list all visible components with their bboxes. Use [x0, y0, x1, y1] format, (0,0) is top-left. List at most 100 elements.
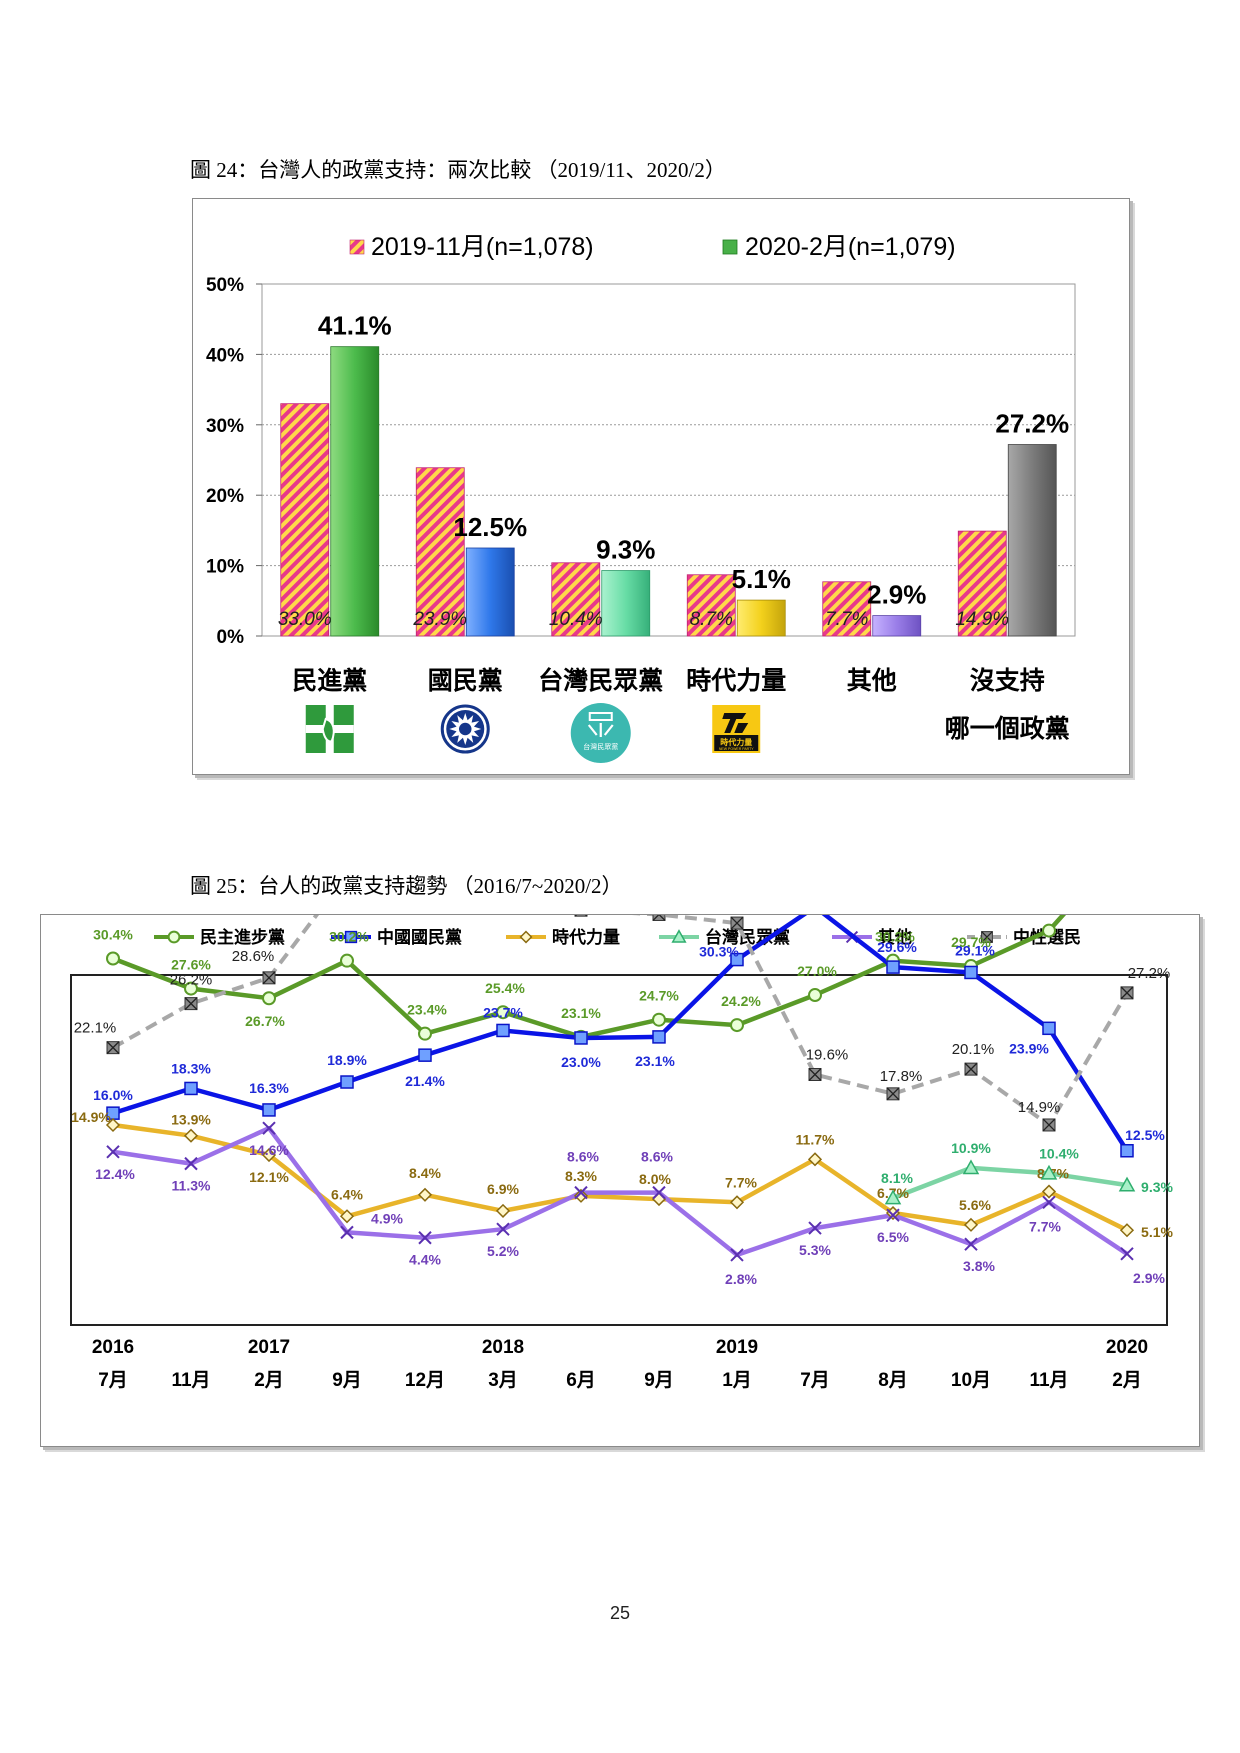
point-label: 8.4% — [409, 1165, 441, 1181]
marker-circle — [730, 1018, 744, 1033]
category-label: 國民黨 — [428, 667, 503, 695]
marker-circle — [652, 1012, 666, 1027]
point-label: 2.8% — [725, 1271, 757, 1287]
marker-triangle — [1118, 1176, 1136, 1192]
bar-value-label-2020-2: 5.1% — [732, 564, 791, 594]
x-month-label: 9月 — [332, 1370, 362, 1391]
point-label: 29.1% — [955, 942, 995, 958]
marker-circle — [808, 988, 822, 1003]
legend-label: 民主進步黨 — [200, 927, 285, 947]
point-label: 10.4% — [1039, 1145, 1079, 1161]
bar-2019-11 — [415, 467, 465, 637]
marker-triangle — [671, 929, 687, 943]
category-sublabel: 哪一個政黨 — [945, 714, 1070, 743]
point-label: 9.3% — [1141, 1179, 1173, 1195]
point-label: 8.1% — [881, 1170, 913, 1186]
figure-24-caption: 圖 24：台灣人的政黨支持：兩次比較 （2019/11、2020/2） — [190, 158, 726, 182]
marker-x — [886, 1208, 900, 1222]
page-number: 25 — [609, 1603, 631, 1623]
marker-diamond — [1119, 1223, 1135, 1238]
marker-square — [344, 930, 358, 944]
x-year-label: 2018 — [482, 1337, 524, 1358]
marker-diamond — [729, 1195, 745, 1210]
bar-2020-2 — [1007, 444, 1057, 637]
category-label: 其他 — [847, 666, 897, 695]
marker-x — [730, 1248, 744, 1262]
point-label: 26.2% — [170, 972, 213, 989]
point-label: 14.9% — [1018, 1099, 1061, 1116]
x-month-label: 8月 — [878, 1370, 908, 1391]
marker-diamond — [963, 1217, 979, 1232]
point-label: 5.2% — [487, 1243, 519, 1259]
bar-plot-area: 33.0% 41.1% 23.9% 12.5% 10.4% 9.3% 8.7% 5.1% 7.7… — [278, 311, 1069, 637]
npp-logo-subtext: NEW POWER PARTY — [719, 747, 754, 751]
bar-value-label-2019-11: 33.0% — [278, 609, 332, 630]
marker-x — [808, 1221, 822, 1235]
marker-x — [1042, 1195, 1056, 1210]
x-month-label: 7月 — [800, 1370, 830, 1391]
legend-swatch-2019-11 — [349, 239, 365, 255]
legend-swatch-2020-2 — [722, 239, 738, 255]
marker-box-x — [808, 1068, 822, 1081]
legend-label: 時代力量 — [552, 927, 620, 947]
legend-label: 台灣民眾黨 — [705, 927, 790, 947]
bar-value-label-2019-11: 14.9% — [955, 609, 1009, 630]
marker-circle — [184, 981, 198, 996]
marker-diamond — [339, 1209, 355, 1224]
series-line — [112, 1122, 1128, 1233]
kmt-logo-sun-center — [457, 721, 473, 737]
marker-box-x — [981, 931, 993, 943]
bar-2019-11 — [957, 530, 1007, 637]
point-label: 23.9% — [1009, 1040, 1049, 1056]
bar-value-label-2019-11: 8.7% — [690, 609, 733, 630]
point-label: 20.1% — [952, 1041, 995, 1058]
point-label: 30.4% — [93, 927, 133, 943]
bar-legend: 2019-11月(n=1,078) 2020-2月(n=1,079) — [349, 233, 956, 261]
x-year-label: 2020 — [1106, 1337, 1148, 1358]
x-year-label: 2017 — [248, 1337, 290, 1358]
line-chart: 民主進步黨 中國國民黨 時代力量 台灣民眾黨 其他 中性選民 30.4%27.6%26.7… — [70, 811, 1174, 1391]
x-month-label: 11月 — [1029, 1370, 1068, 1391]
marker-box-x — [730, 916, 744, 930]
x-month-label: 9月 — [644, 1370, 674, 1391]
bar-value-label-2020-2: 2.9% — [867, 580, 926, 610]
marker-triangle — [884, 1189, 902, 1205]
category-label: 台灣民眾黨 — [538, 666, 663, 695]
bar-2019-11 — [280, 403, 330, 637]
point-label: 4.4% — [409, 1252, 441, 1268]
x-year-label: 2016 — [92, 1337, 134, 1358]
marker-x — [262, 1121, 276, 1135]
marker-box — [652, 907, 666, 921]
point-label: 8.6% — [567, 1149, 599, 1165]
point-label: 12.4% — [95, 1166, 135, 1182]
x-month-label: 7月 — [98, 1370, 128, 1391]
marker-diamond — [519, 930, 533, 944]
point-label: 29.6% — [877, 939, 917, 955]
point-label: 24.2% — [721, 993, 761, 1009]
point-label: 13.9% — [171, 1112, 211, 1128]
marker-box-x — [106, 1041, 120, 1055]
point-label: 12.1% — [249, 1169, 289, 1185]
point-label: 23.1% — [635, 1053, 675, 1069]
point-label: 16.3% — [249, 1080, 289, 1096]
point-label: 18.3% — [171, 1060, 211, 1076]
point-label: 16.0% — [93, 1087, 133, 1103]
y-tick-label: 50% — [206, 275, 244, 296]
x-month-label: 12月 — [405, 1370, 445, 1391]
point-label: 8.3% — [565, 1168, 597, 1184]
marker-x — [574, 1185, 588, 1200]
marker-box-x — [1120, 986, 1134, 1000]
point-label: 3.8% — [963, 1258, 995, 1274]
point-label: 18.9% — [327, 1052, 367, 1068]
marker-x — [652, 1185, 666, 1200]
tpp-logo-text: 台灣民眾黨 — [583, 742, 618, 751]
point-label: 28.6% — [232, 948, 275, 965]
point-label: 7.7% — [1029, 1218, 1061, 1234]
npp-logo-text: 時代力量 — [720, 737, 752, 747]
marker-x — [184, 1156, 198, 1171]
point-label: 19.6% — [806, 1046, 849, 1063]
point-label: 23.4% — [407, 1002, 447, 1018]
marker-x — [418, 1231, 432, 1245]
